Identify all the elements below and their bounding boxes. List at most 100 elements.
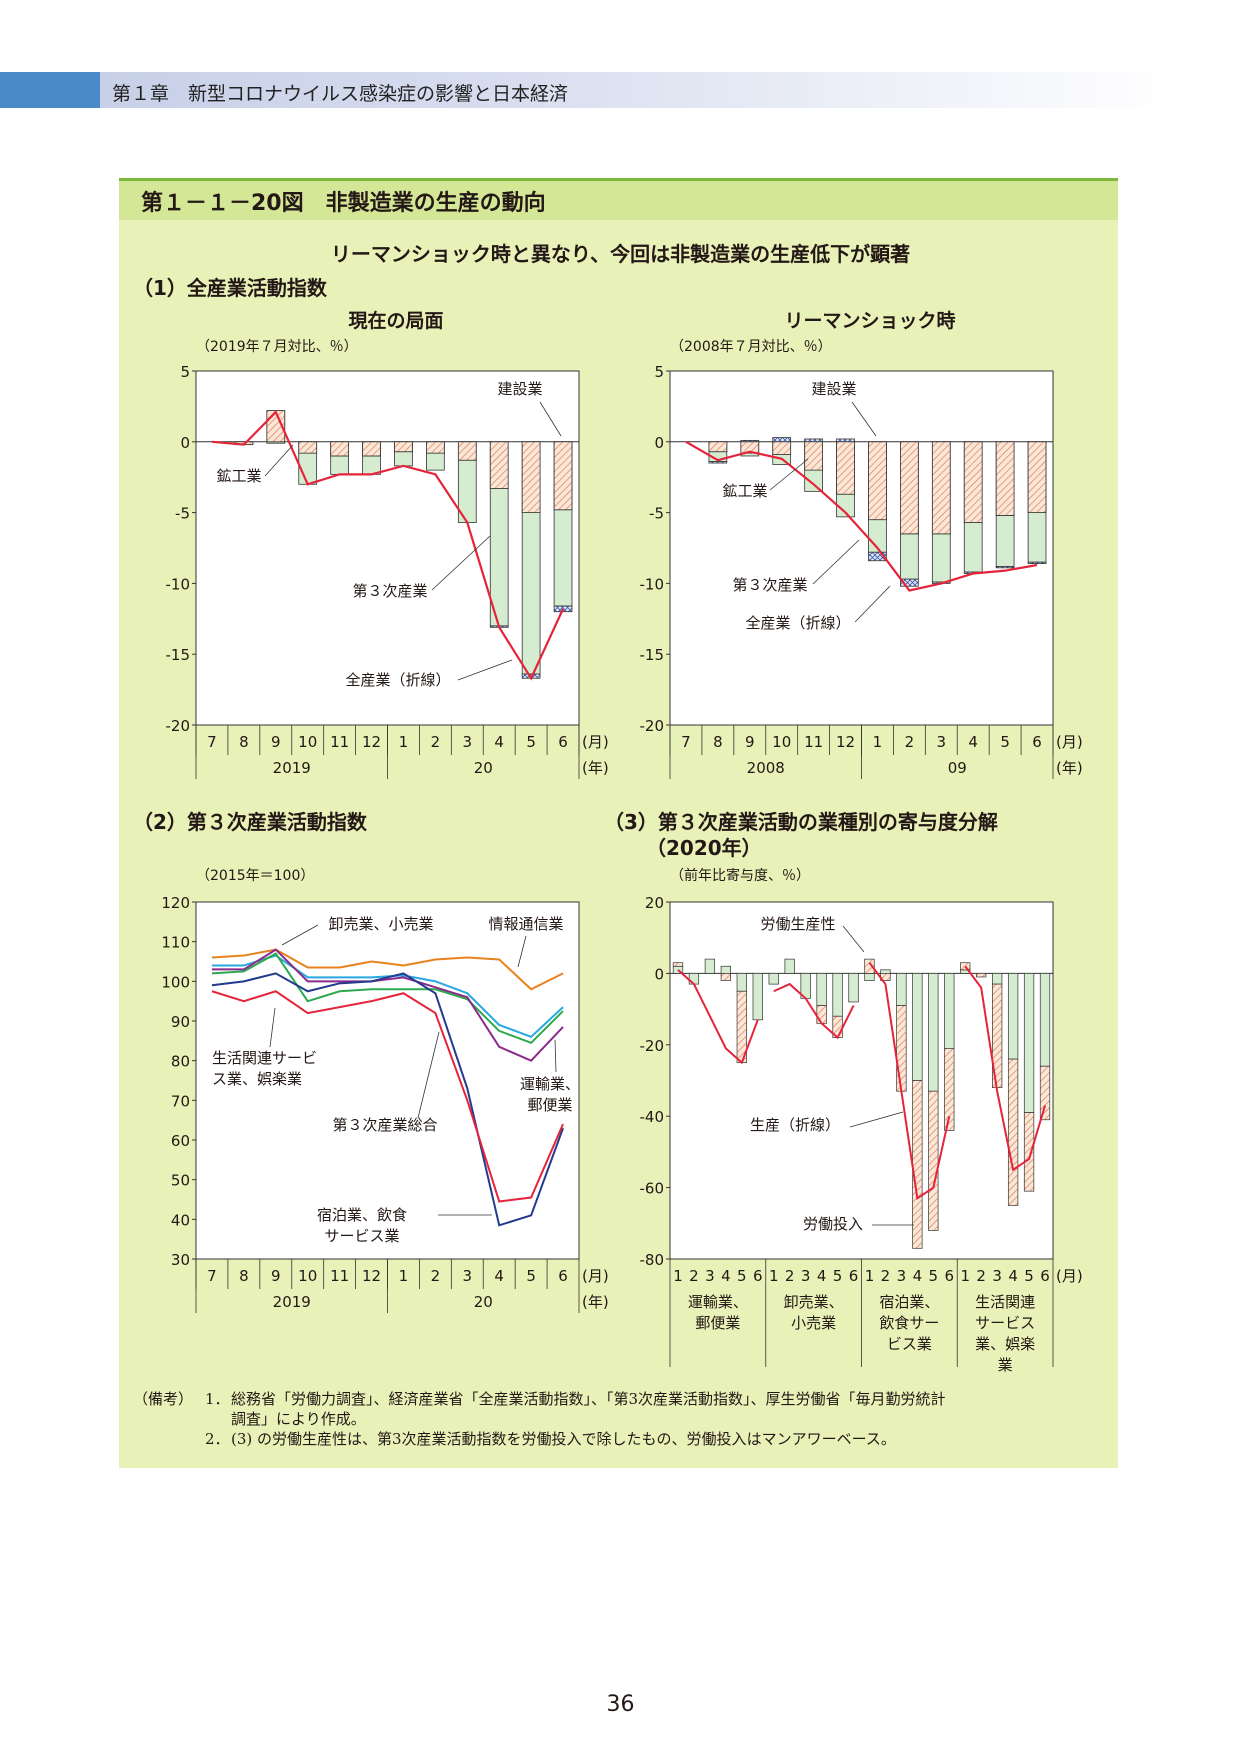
group-label: 宿泊業、 (879, 1293, 939, 1311)
production-line (677, 969, 759, 1065)
tertiary-label: 第３次産業 (352, 582, 427, 600)
month-label: 4 (1008, 1267, 1018, 1285)
x-tick-label: 11 (330, 1267, 349, 1285)
header-accent (0, 72, 100, 108)
tertiary-bar (931, 533, 951, 583)
total-label: 全産業（折線） (345, 671, 450, 689)
month-label: 5 (737, 1267, 747, 1285)
section2-title: （2）第３次産業活動指数 (133, 810, 367, 834)
x-tick-label: 12 (362, 733, 381, 751)
month-label: 4 (913, 1267, 923, 1285)
group-label: 生活関連 (975, 1293, 1035, 1311)
labor-bar (720, 965, 731, 974)
wholesale-label: 卸売業、小売業 (328, 915, 433, 933)
labor-bar (864, 973, 875, 981)
mining-bar-hatch (995, 441, 1015, 516)
x-unit-label: (月) (1056, 1267, 1083, 1285)
series-line (211, 948, 564, 991)
productivity-bar (976, 973, 987, 978)
panel1b-title: リーマンショック時 (784, 310, 956, 332)
y-tick-label: 40 (171, 1211, 190, 1229)
labor-bar (880, 969, 891, 974)
tertiary-bar (995, 515, 1015, 567)
y-tick-label: 60 (171, 1132, 190, 1150)
y-tick-label: 120 (161, 894, 190, 912)
total-line (685, 440, 1038, 592)
y-tick-label: 0 (654, 965, 664, 983)
mining-bar-hatch (868, 441, 887, 521)
y-tick-label: 70 (171, 1092, 190, 1110)
productivity-bar (896, 1005, 907, 1092)
x-tick-label: 10 (298, 1267, 317, 1285)
construction-bar (772, 437, 792, 443)
tertiary-bar (394, 451, 413, 467)
y-tick-label: 0 (180, 434, 190, 452)
leisure-label-1: 生活関連サービ (212, 1049, 317, 1067)
month-label: 6 (1040, 1267, 1050, 1285)
y-tick-label: 30 (171, 1251, 190, 1269)
productivity-bar (912, 1080, 923, 1249)
month-label: 3 (992, 1267, 1002, 1285)
mining-bar-hatch (1027, 441, 1047, 513)
tertiary-bar (1027, 512, 1047, 563)
tertiary-label: 第３次産業 (732, 576, 807, 594)
x-tick-label: 4 (494, 733, 504, 751)
year-unit-label: (年) (582, 759, 609, 777)
ict-label: 情報通信業 (488, 915, 563, 933)
total3-leader (417, 1031, 440, 1119)
month-label: 1 (865, 1267, 875, 1285)
labor-bar (1039, 973, 1051, 1067)
construction-label: 建設業 (811, 380, 856, 398)
tertiary-leader (431, 535, 491, 591)
labor-bar (704, 958, 716, 974)
x-tick-label: 3 (463, 733, 473, 751)
plot-area (669, 901, 1054, 1260)
labor-bar (784, 958, 795, 974)
productivity-bar (1007, 1058, 1019, 1206)
x-tick-label: 1 (399, 733, 409, 751)
transport-leader (554, 1039, 557, 1073)
year-label: 2019 (273, 1293, 311, 1311)
leisure-leader (269, 1007, 276, 1048)
x-tick-label: 1 (399, 1267, 409, 1285)
y-tick-label: 50 (171, 1172, 190, 1190)
construction-bar (708, 461, 728, 464)
mining-bar-hatch (804, 441, 823, 471)
productivity-bar (1023, 1112, 1035, 1192)
x-tick-label: 2 (431, 733, 441, 751)
chapter-title: 第１章 新型コロナウイルス感染症の影響と日本経済 (112, 83, 569, 105)
productivity-bar (864, 958, 875, 974)
x-tick-label: 12 (836, 733, 855, 751)
x-tick-label: 10 (298, 733, 317, 751)
group-label: 運輸業、 (688, 1293, 748, 1311)
mining-bar-hatch (963, 441, 983, 523)
group-label: 郵便業 (695, 1314, 740, 1332)
x-tick-label: 9 (745, 733, 755, 751)
x-tick-label: 2 (431, 1267, 441, 1285)
total-leader (854, 585, 891, 623)
month-label: 3 (897, 1267, 907, 1285)
mining-bar-hatch (740, 441, 760, 454)
group-label: 飲食サー (879, 1314, 939, 1332)
mining-label: 鉱工業 (216, 467, 261, 485)
total3-label: 第３次産業総合 (332, 1116, 437, 1134)
series-line (211, 972, 564, 1227)
transport-label-2: 郵便業 (527, 1096, 572, 1114)
mining-bar-hatch (362, 441, 381, 457)
x-tick-label: 1 (873, 733, 883, 751)
wholesale-leader (281, 924, 319, 946)
y-tick-label: -5 (175, 505, 190, 523)
labor-bar (1007, 973, 1019, 1060)
year-label: 2019 (273, 759, 311, 777)
x-tick-label: 7 (207, 1267, 217, 1285)
construction-bar (868, 551, 887, 562)
figure-title: 第１－１－20図 非製造業の生産の動向 (141, 191, 546, 216)
mining-bar-hatch (457, 441, 477, 461)
y-tick-label: -80 (640, 1251, 665, 1269)
x-tick-label: 5 (1000, 733, 1010, 751)
total-label: 全産業（折線） (745, 614, 850, 632)
x-tick-label: 8 (239, 733, 249, 751)
